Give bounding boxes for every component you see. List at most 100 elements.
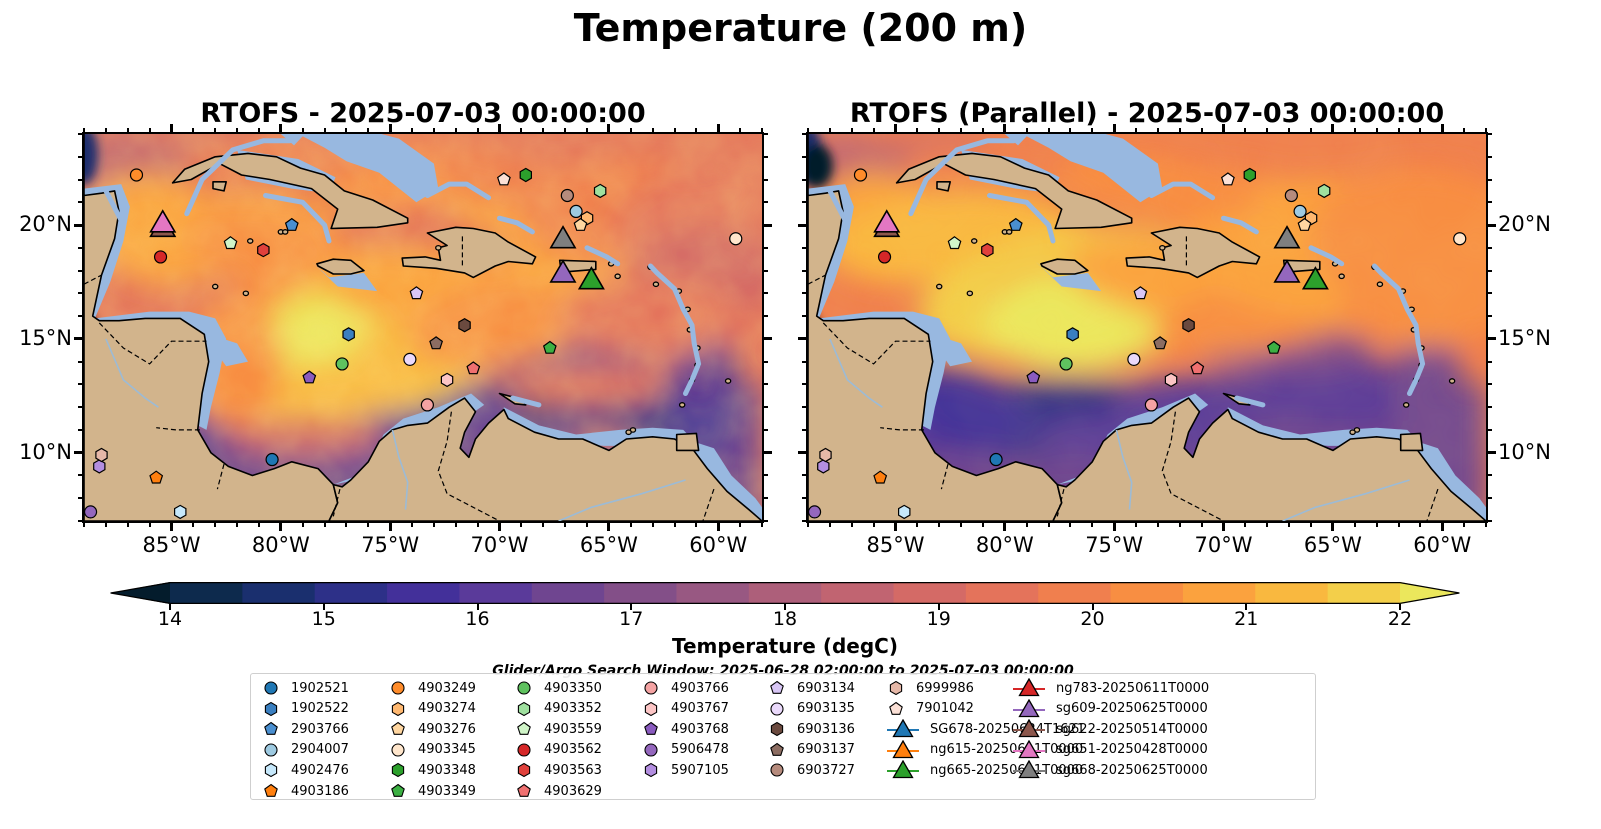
legend-marker [644,681,658,695]
legend-item: 4902476 [261,760,349,780]
lon-tick-mark [388,124,392,132]
legend-label: 4903766 [671,680,729,696]
lon-tick-mark [1331,124,1335,132]
map-panel-rtofs [82,132,764,523]
rtofs-obs-4903766 [420,398,434,412]
lat-tick-mark [798,451,806,455]
lon-tick-mark [169,523,173,531]
lon-tick-mark [739,523,742,527]
lon-tick-label: 70°W [1194,533,1253,557]
legend-marker [887,760,919,779]
rtofs-land-cuba [171,152,409,230]
legend-label: 4903767 [671,701,729,717]
lat-tick-mark [78,497,82,500]
lon-tick-mark [411,523,414,527]
rtofs-parallel-obs-2903766 [1008,217,1023,231]
rtofs-obs-4903352 [593,183,607,199]
legend-label: 7901042 [916,701,974,717]
rtofs-parallel-obs-6903136 [1182,318,1195,333]
lon-tick-mark [83,523,85,527]
lat-tick-mark [74,337,82,341]
legend-marker [264,783,278,797]
legend-item: 6903727 [767,760,855,780]
legend-item: 6903136 [767,719,855,739]
rtofs-temperature-field [84,134,762,521]
lon-tick-mark [916,128,919,132]
legend-item: sg609-20250625T0000 [1012,698,1208,719]
lon-tick-mark [586,523,589,527]
colorbar-bin [170,582,243,604]
lat-tick-mark [1488,360,1492,363]
lat-tick-mark [802,406,806,409]
lon-tick-mark [454,128,457,132]
colorbar-tick-label: 19 [926,608,951,630]
legend-label: 4903249 [418,680,476,696]
legend-item: 4903276 [388,719,476,739]
legend-marker [770,702,784,716]
lat-tick-mark [1488,451,1496,455]
lat-tick-mark [1488,223,1496,227]
rtofs-land-trinidad [675,432,700,452]
lon-tick-mark [981,128,984,132]
legend-label: 4902476 [291,762,349,778]
colorbar-svg [110,582,1460,604]
lon-tick-mark [960,128,963,132]
rtofs-parallel-obs-7901042 [1220,172,1235,186]
lon-tick-mark [1440,124,1444,132]
lat-tick-mark [764,133,768,135]
lat-tick-mark [764,428,768,431]
lon-tick-mark [192,523,195,527]
rtofs-parallel-obs-sg668-20250625T0000 [1273,225,1301,249]
lat-tick-mark [802,133,806,135]
lon-tick-mark [1069,523,1072,527]
rtofs-obs-7901042 [496,172,511,186]
legend-item: 4903562 [514,740,602,760]
rtofs-parallel-obs-4903276 [1297,217,1312,231]
lat-tick-mark [1488,292,1492,295]
legend-label: sg622-20250514T0000 [1056,721,1208,737]
rtofs-parallel-obs-4903629 [1190,361,1205,375]
lat-tick-mark [78,201,82,204]
lon-tick-mark [498,124,502,132]
lat-tick-mark [1488,133,1492,135]
lon-tick-label: 70°W [470,533,529,557]
rtofs-parallel-obs-6903135 [1127,352,1141,366]
lat-tick-mark [764,292,768,295]
lat-tick-mark [764,201,768,204]
rtofs-parallel-obs-ng665-20250611T0000 [1301,266,1329,290]
legend-item: 4903767 [641,699,729,719]
lat-tick-mark [802,520,806,522]
legend-marker [770,680,784,694]
colorbar-bin [242,582,316,604]
rtofs-parallel-small-island [935,283,943,290]
rtofs-parallel-small-island [1448,378,1456,384]
legend-item: 4903768 [641,719,729,739]
rtofs-parallel-obs-5907105 [817,459,830,474]
legend-label: 6903135 [797,701,855,717]
lon-tick-mark [695,523,698,527]
colorbar-tick-label: 21 [1234,608,1259,630]
legend-marker [391,701,405,716]
lon-tick-mark [1310,128,1313,132]
legend-marker [391,722,405,736]
rtofs-obs-4903562 [153,250,168,264]
legend-item: 4903249 [388,678,476,698]
lon-tick-mark [476,523,479,527]
legend-item: 4903352 [514,699,602,719]
legend-marker [517,722,531,736]
lon-tick-mark [1222,124,1226,132]
legend-item: ng783-20250611T0000 [1012,678,1209,698]
rtofs-obs-4903559 [223,236,238,250]
lon-tick-label: 60°W [1413,533,1472,557]
colorbar-extend-high [1400,582,1460,604]
lat-tick-mark [78,133,82,135]
legend-item: 1902521 [261,678,349,698]
rtofs-parallel-obs-4903349 [1266,340,1281,354]
lat-tick-mark [78,474,82,477]
lat-tick-mark [1488,497,1492,500]
lon-tick-mark [192,128,195,132]
lon-tick-mark [1353,523,1356,527]
colorbar-tick-mark [937,604,940,610]
rtofs-parallel-obs-4903348 [1243,167,1256,183]
lon-tick-label: 60°W [689,533,748,557]
